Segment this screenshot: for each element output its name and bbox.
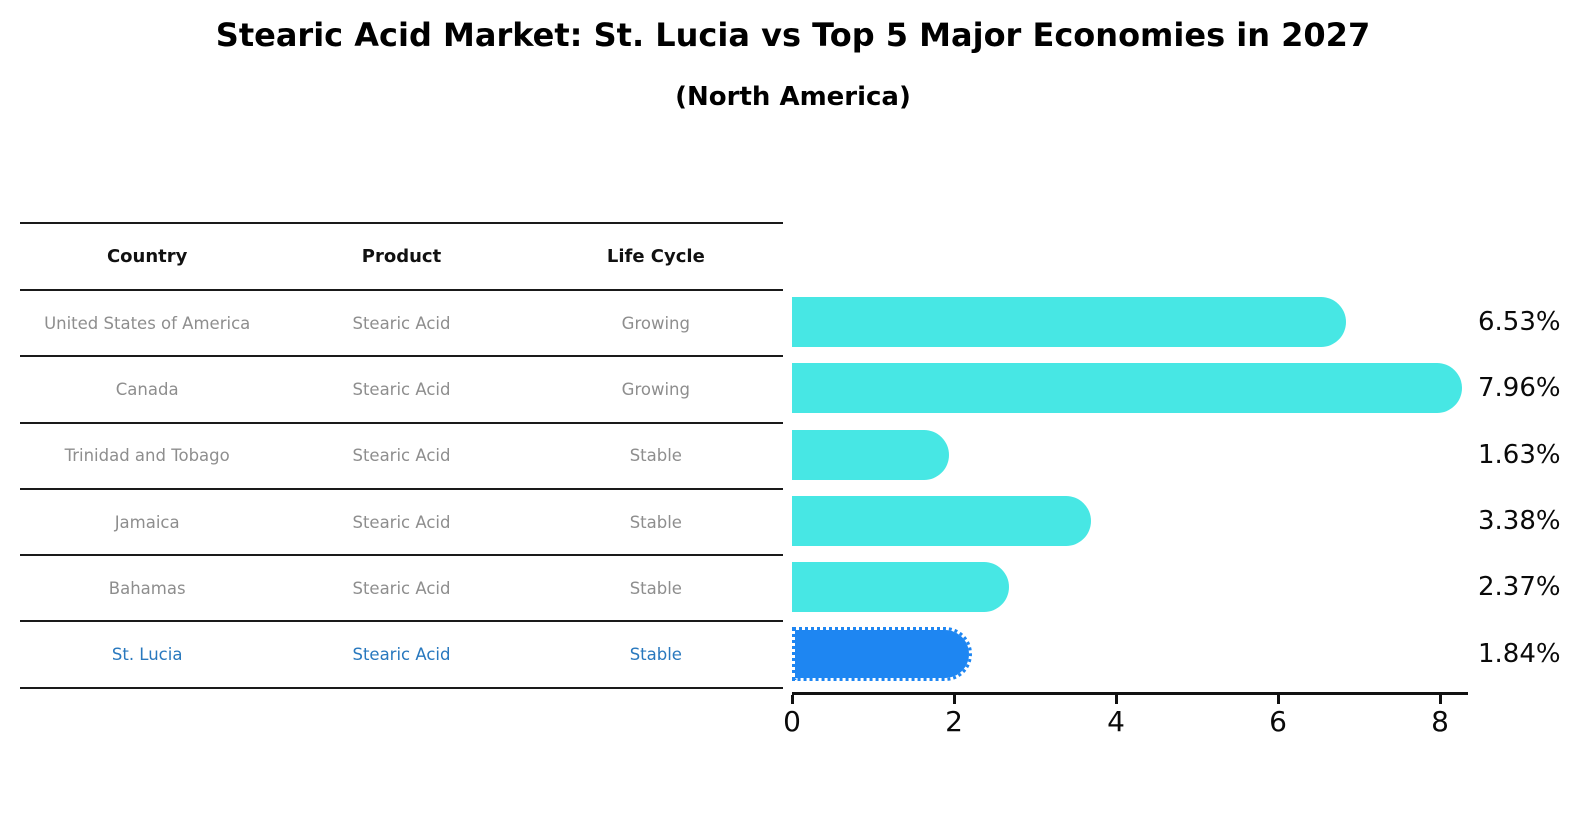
cell-country: Bahamas <box>108 578 186 598</box>
cell-product: Stearic Acid <box>352 645 451 665</box>
bar-row <box>792 488 1512 554</box>
cell-product: Stearic Acid <box>352 313 451 333</box>
table-row: Trinidad and Tobago Stearic Acid Stable <box>20 424 783 490</box>
bar-row <box>792 289 1512 355</box>
cell-country: Trinidad and Tobago <box>64 446 230 466</box>
table-header-row: Country Product Life Cycle <box>20 224 783 291</box>
bar <box>792 626 973 681</box>
x-axis-line <box>792 692 1468 695</box>
bar <box>792 297 1346 348</box>
value-label: 6.53% <box>1478 307 1561 338</box>
header-cell-country: Country <box>106 246 188 267</box>
header-cell-product: Product <box>361 246 442 267</box>
bar <box>792 496 1091 547</box>
chart-title: Stearic Acid Market: St. Lucia vs Top 5 … <box>215 16 1371 54</box>
value-label: 2.37% <box>1478 572 1561 603</box>
bar-chart <box>792 289 1512 687</box>
tick-label: 2 <box>945 705 963 738</box>
cell-life-cycle: Stable <box>629 578 682 598</box>
tick-label: 6 <box>1269 705 1287 738</box>
table-row: Canada Stearic Acid Growing <box>20 357 783 424</box>
bar <box>792 429 950 480</box>
country-table: Country Product Life Cycle United States… <box>20 222 783 689</box>
cell-country: Jamaica <box>114 512 180 532</box>
tick-mark <box>791 694 794 704</box>
cell-life-cycle: Stable <box>629 512 682 532</box>
cell-product: Stearic Acid <box>352 578 451 598</box>
cell-country: Canada <box>115 379 179 399</box>
value-label: 3.38% <box>1478 506 1561 537</box>
table-row: United States of America Stearic Acid Gr… <box>20 291 783 358</box>
bar <box>792 363 1462 414</box>
value-label: 7.96% <box>1478 373 1561 404</box>
tick-mark <box>1277 694 1280 704</box>
value-label: 1.84% <box>1478 638 1561 669</box>
header-cell-life-cycle: Life Cycle <box>606 246 705 267</box>
cell-life-cycle: Stable <box>629 446 682 466</box>
tick-mark <box>1115 694 1118 704</box>
value-label: 1.63% <box>1478 439 1561 470</box>
bar <box>792 562 1009 613</box>
cell-product: Stearic Acid <box>352 379 451 399</box>
bar-row <box>792 621 1512 687</box>
tick-label: 4 <box>1107 705 1125 738</box>
bar-row <box>792 355 1512 421</box>
table-row: St. Lucia Stearic Acid Stable <box>20 622 783 689</box>
bar-row <box>792 554 1512 620</box>
bar-row <box>792 422 1512 488</box>
value-labels: 6.53% 7.96% 1.63% 3.38% 2.37% 1.84% <box>1478 289 1586 687</box>
cell-product: Stearic Acid <box>352 446 451 466</box>
cell-life-cycle: Stable <box>629 645 682 665</box>
table-row: Bahamas Stearic Acid Stable <box>20 556 783 623</box>
cell-product: Stearic Acid <box>352 512 451 532</box>
tick-label: 8 <box>1431 705 1449 738</box>
table-row: Jamaica Stearic Acid Stable <box>20 490 783 557</box>
tick-mark <box>953 694 956 704</box>
x-axis: 0 2 4 6 8 <box>783 692 1468 752</box>
cell-life-cycle: Growing <box>621 313 690 333</box>
cell-life-cycle: Growing <box>621 379 690 399</box>
cell-country: United States of America <box>44 313 251 333</box>
chart-subtitle: (North America) <box>675 82 911 112</box>
tick-label: 0 <box>783 705 801 738</box>
tick-mark <box>1439 694 1442 704</box>
cell-country: St. Lucia <box>111 645 183 665</box>
